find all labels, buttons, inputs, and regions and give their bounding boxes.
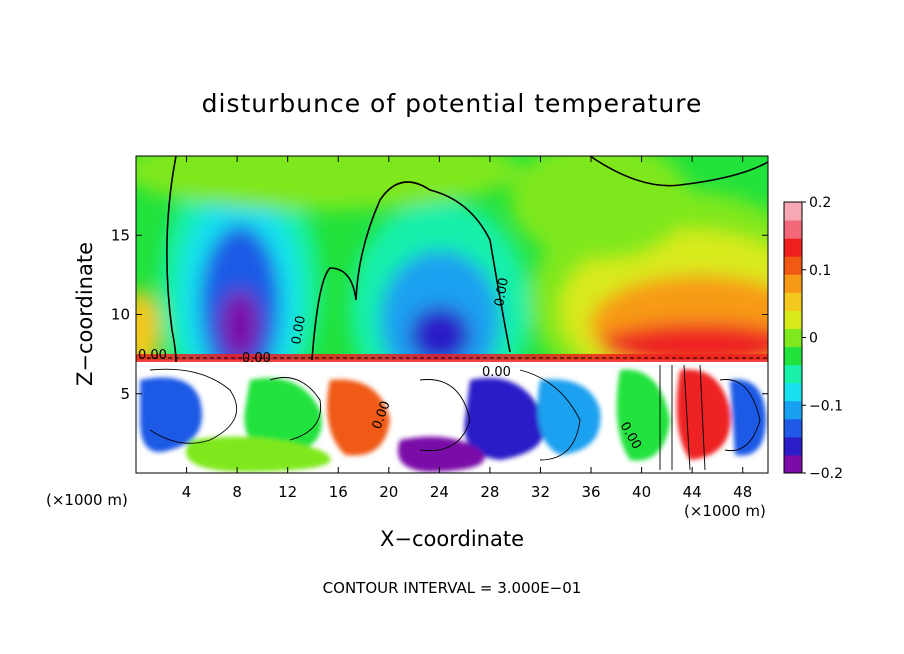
- turb-blob-7: [676, 369, 731, 460]
- turb-blob-2: [244, 378, 322, 455]
- colorbar-tick-label: −0.2: [809, 466, 843, 482]
- colorbar-swatch: [784, 400, 802, 420]
- x-tick-label: 32: [531, 483, 550, 501]
- colorbar-tick-label: 0: [809, 331, 818, 347]
- turb-blob-5: [537, 379, 601, 455]
- contour-labels: 0.00 0.00 0.00 0.00 0.00 0.00 0.00: [138, 277, 644, 452]
- colorbar-swatch: [784, 256, 802, 275]
- colorbar: 0.2 0.1 0 −0.1 −0.2: [783, 195, 843, 482]
- x-axis: 4 8 12 16 20 24 28 32 36 40 44 48: [182, 156, 752, 501]
- x-tick-label: 48: [733, 483, 752, 501]
- colorbar-swatch: [784, 418, 802, 438]
- contour-label: 0.00: [492, 277, 512, 308]
- x-tick-label: 16: [329, 483, 348, 501]
- lower-contour-5: [659, 364, 706, 471]
- y-axis: 5 10 15: [111, 226, 768, 403]
- x-tick-label: 40: [632, 483, 651, 501]
- x-tick-label: 4: [182, 483, 192, 501]
- y-tick-label: 5: [120, 385, 130, 403]
- x-unit-right: (×1000 m): [684, 502, 766, 520]
- contour-label: 0.00: [289, 315, 309, 346]
- cool-column-b-core: [410, 307, 470, 363]
- upper-band-b: [510, 156, 690, 260]
- colorbar-tick-label: −0.1: [809, 398, 843, 414]
- colorbar-swatch: [784, 274, 802, 293]
- x-unit-left: (×1000 m): [46, 491, 128, 509]
- colorbar-swatch: [784, 382, 802, 402]
- contour-label: 0.00: [482, 365, 511, 380]
- turb-blob-4: [464, 378, 545, 460]
- lower-contours: [140, 357, 768, 471]
- contour-top-right: [589, 156, 768, 187]
- y-tick-label: 15: [111, 226, 130, 244]
- chart-title: disturbunce of potential temperature: [202, 89, 703, 118]
- contour-left: [166, 156, 177, 363]
- contour-label: 0.00: [138, 348, 167, 363]
- x-tick-label: 28: [480, 483, 499, 501]
- turbulent-layer: [136, 354, 768, 473]
- x-tick-label: 44: [683, 483, 702, 501]
- colorbar-swatch: [784, 436, 802, 456]
- warm-left-edge: [136, 290, 160, 370]
- turb-blob-6: [616, 369, 670, 461]
- colorbar-swatch: [784, 364, 802, 384]
- colorbar-tick-label: 0.2: [809, 195, 831, 211]
- colorbar-swatch: [784, 202, 802, 221]
- lower-contour-6: [719, 379, 761, 452]
- upper-band-a: [136, 156, 520, 210]
- lower-contour-4: [519, 369, 581, 461]
- x-tick-label: 36: [581, 483, 600, 501]
- contour-label: 0.00: [242, 351, 271, 366]
- contour-mid: [311, 181, 511, 361]
- contour-interval-note: CONTOUR INTERVAL = 3.000E−01: [323, 579, 582, 597]
- y-axis-label: Z−coordinate: [73, 242, 97, 386]
- x-tick-label: 20: [379, 483, 398, 501]
- colorbar-tick-label: 0.1: [809, 263, 831, 279]
- colorbar-swatch: [784, 328, 802, 348]
- colorbar-swatch: [784, 346, 802, 366]
- x-axis-label: X−coordinate: [380, 527, 524, 551]
- colorbar-swatch: [784, 310, 802, 329]
- y-tick-label: 10: [111, 306, 130, 324]
- lower-contour-3: [419, 379, 471, 452]
- lower-contour-1: [149, 368, 238, 444]
- turb-blob-10: [398, 436, 485, 472]
- zero-contours: [166, 156, 768, 363]
- colorbar-swatch: [784, 238, 802, 257]
- turb-blob-3: [327, 379, 390, 456]
- colorbar-swatch: [784, 292, 802, 311]
- cool-column-a-core: [220, 290, 260, 360]
- colorbar-swatch: [784, 454, 802, 474]
- turb-blob-8: [730, 379, 766, 456]
- lower-contour-2: [269, 377, 322, 441]
- colorbar-swatch: [784, 220, 802, 239]
- x-tick-label: 24: [430, 483, 449, 501]
- plot-area: [136, 156, 768, 473]
- x-tick-label: 8: [232, 483, 242, 501]
- turb-blob-9: [186, 436, 331, 472]
- x-tick-label: 12: [278, 483, 297, 501]
